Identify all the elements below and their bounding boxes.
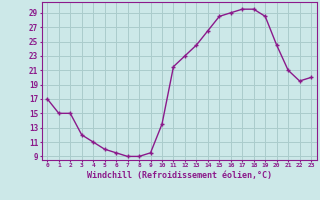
X-axis label: Windchill (Refroidissement éolien,°C): Windchill (Refroidissement éolien,°C) (87, 171, 272, 180)
